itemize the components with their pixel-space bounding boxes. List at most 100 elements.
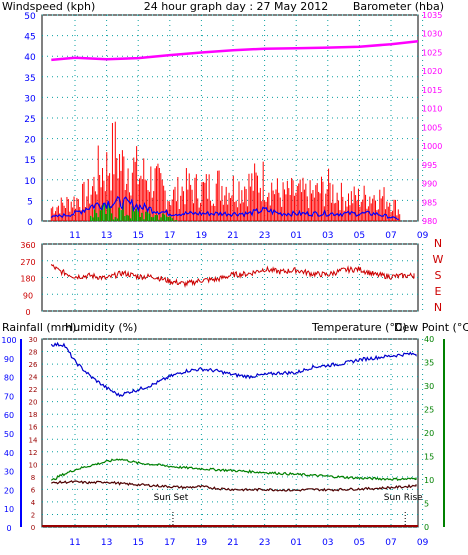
temp-x-tick-label: 11 <box>69 538 80 548</box>
wind-y-tick-label: 35 <box>24 74 35 84</box>
wind-x-tick-label: 23 <box>259 231 270 241</box>
humidity-y-tick-label: 20 <box>4 486 14 495</box>
graph-title: 24 hour graph day : 27 May 2012 <box>144 0 329 13</box>
humidity-y-tick-label: 30 <box>4 468 14 477</box>
compass-label: N <box>434 237 442 250</box>
temperature-y-tick-label: 10 <box>424 476 434 485</box>
wind-x-tick-label: 05 <box>354 231 365 241</box>
humidity-y-tick-label: 100 <box>1 336 16 345</box>
wind-y-tick-label: 15 <box>24 156 35 166</box>
rainfall-y-tick-label: 8 <box>31 474 35 482</box>
wind-y-tick-label: 40 <box>24 53 36 63</box>
temp-x-tick-label: 13 <box>101 538 112 548</box>
direction-panel-frame <box>41 243 419 312</box>
humidity-label: Humidity (%) <box>65 321 137 334</box>
rainfall-y-tick-label: 20 <box>29 399 38 407</box>
wind-y-tick-label: 5 <box>27 197 33 207</box>
humidity-y-tick-label: 90 <box>4 355 14 364</box>
windspeed-title: Windspeed (kph) <box>2 0 95 13</box>
wind-x-tick-label: 03 <box>322 231 333 241</box>
barometer-title: Barometer (hba) <box>353 0 444 13</box>
wind-y-tick-label: 10 <box>24 177 36 187</box>
rainfall-y-tick-label: 16 <box>29 424 38 432</box>
wind-x-tick-label: 21 <box>227 231 238 241</box>
temp-x-tick-label: 05 <box>354 538 365 548</box>
wind-panel-frame <box>41 14 419 222</box>
temp-x-tick-label: 07 <box>385 538 396 548</box>
temp-x-tick-label: 23 <box>259 538 270 548</box>
rainfall-y-tick-label: 18 <box>29 411 38 419</box>
barometer-y-tick-label: 1000 <box>422 142 442 151</box>
barometer-line <box>51 39 419 62</box>
humidity-y-tick-label: 0 <box>6 524 11 533</box>
wind-x-tick-label: 17 <box>164 231 175 241</box>
temperature-y-tick-label: 0 <box>424 523 429 532</box>
temperature-label: Temperature (°C) <box>311 321 407 334</box>
rainfall-y-tick-label: 4 <box>31 499 36 507</box>
barometer-y-tick-label: 995 <box>422 161 437 170</box>
temp-x-tick-label: 19 <box>196 538 208 548</box>
wind-x-tick-label: 09 <box>417 231 429 241</box>
wind-x-tick-label: 15 <box>132 231 143 241</box>
sunrise-marker-label: Sun Rise <box>384 493 423 503</box>
barometer-y-tick-label: 1010 <box>422 105 442 114</box>
wind-y-tick-label: 0 <box>27 218 33 228</box>
dir-y-tick-label: 180 <box>20 275 35 284</box>
sunset-marker-label: Sun Set <box>154 493 189 503</box>
wind-x-tick-label: 07 <box>385 231 396 241</box>
temperature-line <box>50 458 417 482</box>
wind-y-tick-label: 45 <box>24 33 35 43</box>
wind-y-tick-label: 20 <box>24 136 36 146</box>
rainfall-y-tick-label: 14 <box>29 436 38 444</box>
barometer-y-tick-label: 1035 <box>422 11 442 20</box>
humidity-y-tick-label: 40 <box>4 449 14 458</box>
dir-y-tick-label: 270 <box>20 258 35 267</box>
rainfall-y-tick-label: 12 <box>29 449 38 457</box>
compass-label: N <box>434 301 442 314</box>
barometer-y-tick-label: 1015 <box>422 86 442 95</box>
barometer-y-tick-label: 1025 <box>422 48 442 57</box>
barometer-y-tick-label: 1030 <box>422 30 442 39</box>
humidity-y-tick-label: 50 <box>4 430 14 439</box>
rainfall-y-tick-label: 28 <box>29 349 38 357</box>
compass-label: W <box>433 253 444 266</box>
temp-x-tick-label: 09 <box>417 538 429 548</box>
humidity-line <box>50 341 417 398</box>
humidity-y-tick-label: 10 <box>4 505 14 514</box>
wind-average-line <box>50 195 399 220</box>
compass-label: E <box>435 285 442 298</box>
temperature-y-tick-label: 5 <box>424 500 429 509</box>
rainfall-y-tick-label: 30 <box>29 336 38 344</box>
rainfall-y-tick-label: 24 <box>29 374 38 382</box>
humidity-y-tick-label: 70 <box>4 392 14 401</box>
barometer-y-tick-label: 1020 <box>422 67 442 76</box>
wind-x-tick-label: 19 <box>196 231 208 241</box>
rainfall-y-tick-label: 2 <box>31 511 35 519</box>
rainfall-y-tick-label: 22 <box>29 386 38 394</box>
wind-y-tick-label: 30 <box>24 94 36 104</box>
temperature-y-tick-label: 20 <box>424 429 434 438</box>
wind-direction-line <box>50 264 415 288</box>
dir-y-tick-label: 90 <box>23 291 33 300</box>
rainfall-y-tick-label: 0 <box>31 524 35 532</box>
barometer-y-tick-label: 980 <box>422 217 437 226</box>
dir-y-tick-label: 360 <box>20 241 35 250</box>
temp-x-tick-label: 15 <box>132 538 143 548</box>
temperature-y-tick-label: 30 <box>424 382 434 391</box>
humidity-y-tick-label: 80 <box>4 374 14 383</box>
temp-x-tick-label: 17 <box>164 538 175 548</box>
barometer-y-tick-label: 985 <box>422 198 437 207</box>
wind-x-tick-label: 11 <box>69 231 80 241</box>
humidity-y-tick-label: 60 <box>4 411 14 420</box>
temp-x-tick-label: 01 <box>290 538 301 548</box>
temp-panel-frame <box>41 338 419 528</box>
wind-x-tick-label: 13 <box>101 231 112 241</box>
temperature-y-tick-label: 35 <box>424 359 434 368</box>
wind-y-tick-label: 25 <box>24 115 35 125</box>
rainfall-y-tick-label: 10 <box>29 461 38 469</box>
wind-y-tick-label: 50 <box>24 12 36 22</box>
dewpoint-line <box>51 480 417 492</box>
compass-label: S <box>435 269 442 282</box>
rainfall-y-tick-label: 26 <box>29 361 38 369</box>
temp-x-tick-label: 21 <box>227 538 238 548</box>
